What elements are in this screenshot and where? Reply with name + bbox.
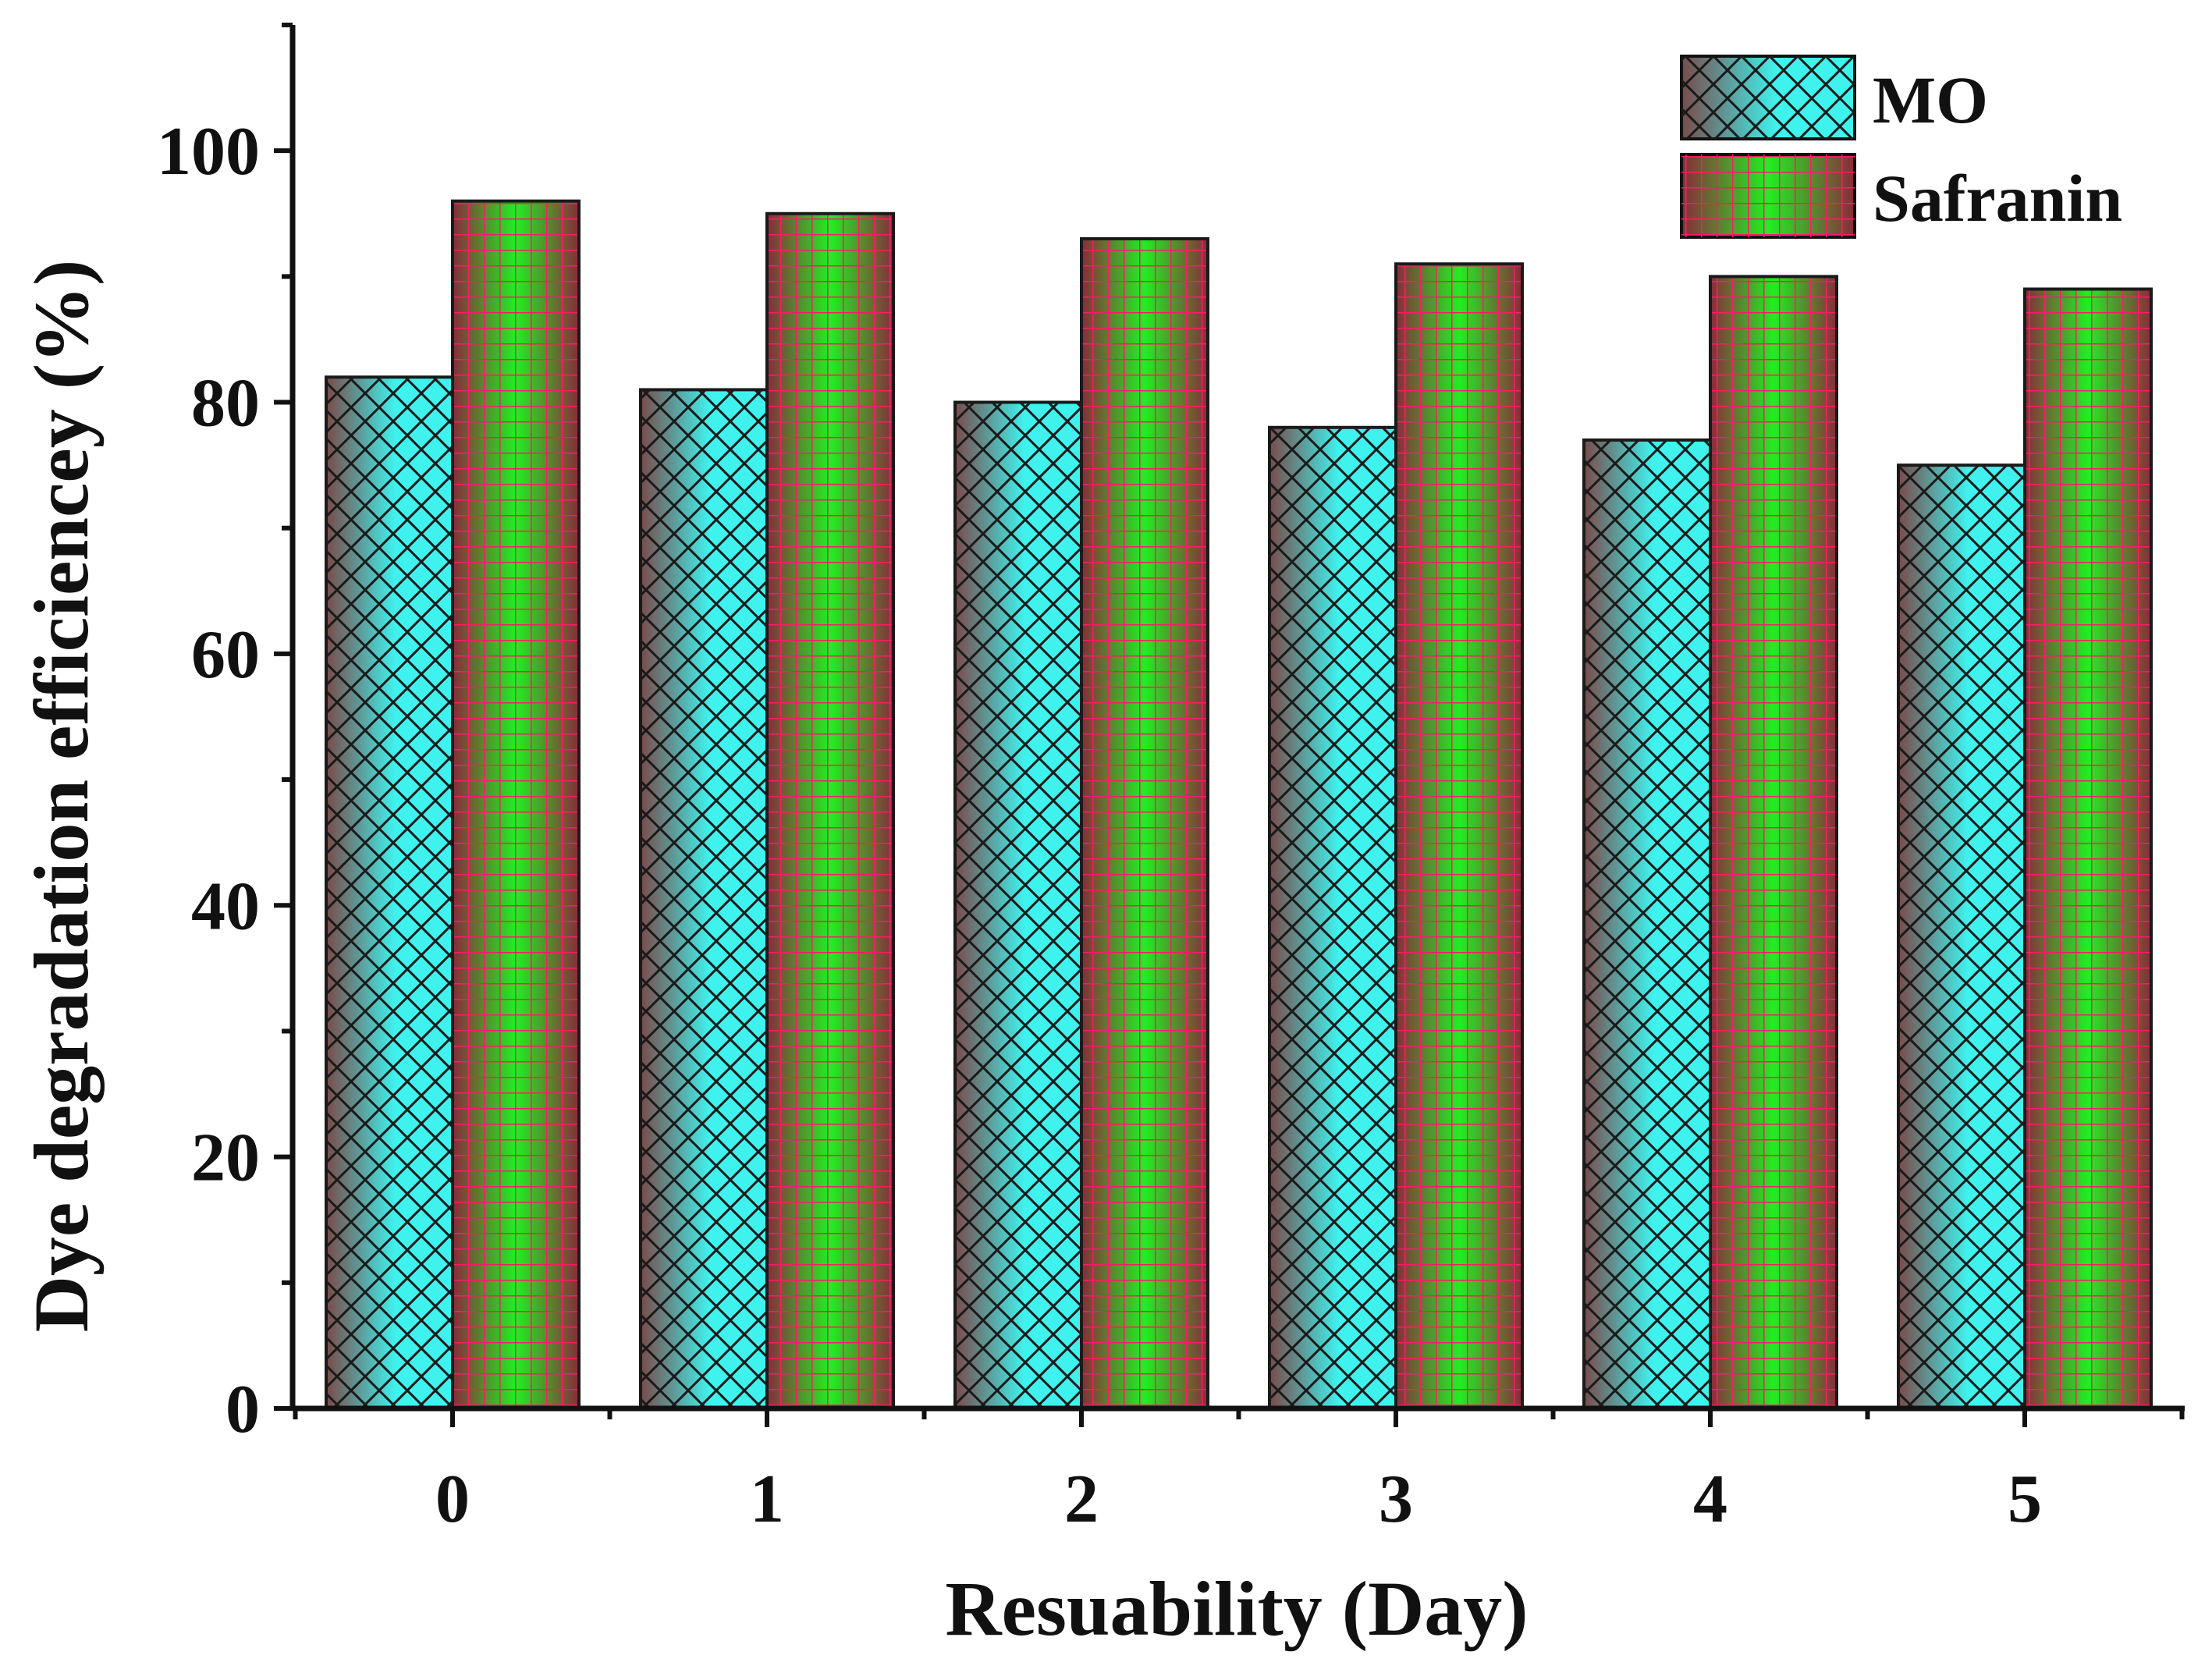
y-tick-label: 0 bbox=[225, 1372, 260, 1447]
legend-label-mo: MO bbox=[1873, 62, 1988, 137]
x-tick-label: 3 bbox=[1379, 1462, 1413, 1537]
x-tick-label: 2 bbox=[1064, 1462, 1099, 1537]
y-tick-label: 40 bbox=[191, 868, 260, 944]
bar-hatch-safranin-day-3 bbox=[1394, 262, 1524, 1410]
y-tick-label: 100 bbox=[157, 114, 260, 190]
y-tick-label: 20 bbox=[191, 1121, 260, 1196]
legend-swatch-mo-hatch bbox=[1681, 56, 1855, 139]
bar-hatch-mo-day-3 bbox=[1268, 425, 1397, 1410]
bar-hatch-safranin-day-1 bbox=[765, 211, 895, 1411]
bar-hatch-safranin-day-0 bbox=[451, 199, 581, 1410]
legend-swatch-safranin-hatch bbox=[1681, 155, 1855, 237]
x-tick-label: 4 bbox=[1693, 1462, 1727, 1537]
bar-hatch-mo-day-1 bbox=[639, 388, 769, 1411]
x-tick-label: 1 bbox=[750, 1462, 784, 1537]
legend-label-safranin: Safranin bbox=[1873, 161, 2122, 236]
bar-hatch-safranin-day-5 bbox=[2023, 287, 2153, 1410]
legend: MO Safranin bbox=[1680, 55, 2122, 239]
y-tick-label: 60 bbox=[191, 617, 260, 693]
bar-hatch-mo-day-4 bbox=[1582, 438, 1712, 1410]
bar-hatch-mo-day-2 bbox=[953, 400, 1083, 1411]
y-axis-title: Dye degradation efficiencey (%) bbox=[18, 260, 105, 1333]
bar-hatch-safranin-day-2 bbox=[1080, 237, 1209, 1411]
y-tick-label: 80 bbox=[191, 366, 260, 442]
bar-hatch-mo-day-5 bbox=[1897, 464, 2026, 1410]
x-tick-label: 5 bbox=[2008, 1462, 2042, 1537]
bar-hatch-safranin-day-4 bbox=[1709, 275, 1838, 1410]
x-tick-label: 0 bbox=[435, 1462, 470, 1537]
x-axis-title: Resuability (Day) bbox=[945, 1565, 1528, 1652]
bar-hatch-mo-day-0 bbox=[325, 375, 454, 1410]
